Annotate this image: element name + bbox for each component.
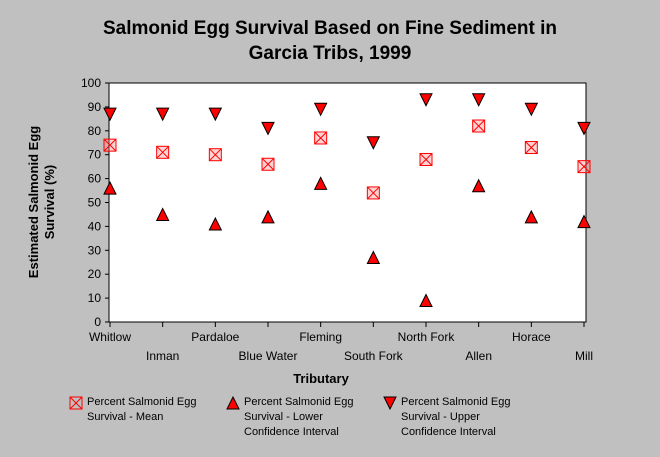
legend-upper-marker [383,396,397,411]
point-lower-ci [419,293,433,307]
point-lower-ci [577,214,591,229]
chart-title-line-1: Salmonid Egg Survival Based on Fine Sedi… [103,18,557,39]
point-mean [103,138,117,152]
point-mean-x [419,153,433,166]
x-tick-label: Inman [146,349,179,363]
chart-title-line-2: Garcia Tribs, 1999 [249,43,412,64]
point-upper-ci [208,107,223,122]
legend-entry-mean: Percent Salmonid Egg Survival - Mean [69,396,196,423]
legend-lower-label-line-2: Survival - Lower [244,411,323,423]
x-tick-label: Allen [465,349,492,363]
point-mean [366,186,380,200]
y-tick-label: 90 [88,100,102,114]
x-tick-label: Mill [575,349,593,363]
y-tick-label: 80 [88,124,102,138]
point-upper-ci [261,121,275,136]
point-lower-ci [261,209,275,224]
point-mean-x [261,157,275,171]
point-lower-ci [524,209,539,224]
point-upper-ci [577,121,591,136]
point-mean-x [156,145,170,159]
point-upper-ci [313,102,328,117]
x-tick-label: Blue Water [239,349,298,363]
point-mean-x [366,186,380,200]
legend-lower-marker [226,395,240,410]
x-tick-label: Pardaloe [191,330,239,344]
point-upper-ci [366,136,381,150]
point-lower-ci [155,207,170,221]
point-mean [577,160,591,174]
legend-upper-label-line-2: Survival - Upper [401,411,480,423]
x-tick-label: South Fork [344,349,404,363]
x-axis-title: Tributary [293,371,349,386]
legend-lower-label-line-3: Confidence Interval [244,426,339,438]
point-mean-x [524,141,538,154]
point-upper-ci [103,107,117,122]
x-tick-label: Horace [512,330,551,344]
plot-area [108,82,587,323]
point-mean-x [472,119,486,133]
legend-upper-label-line-3: Confidence Interval [401,426,496,438]
y-axis-title-line-1: Estimated Salmonid Egg [26,126,41,278]
point-mean [208,148,222,162]
point-lower-ci [103,181,117,195]
point-mean-x [577,160,591,174]
y-tick-label: 0 [94,315,101,329]
y-tick-label: 50 [88,196,102,210]
point-lower-ci [471,178,486,193]
x-tick-label: North Fork [398,330,456,344]
point-upper-ci [524,102,539,117]
point-lower-ci [208,216,223,231]
y-tick-label: 100 [81,76,101,90]
point-mean [419,152,433,166]
x-tick-label: Fleming [299,330,342,344]
point-mean-x [208,148,222,162]
point-lower-ci [313,176,328,190]
legend-mean-marker-x2 [69,396,83,410]
point-mean-x [103,138,117,152]
y-tick-label: 60 [88,172,102,186]
point-mean [524,141,538,155]
y-axis-title-line-2: Survival (%) [42,165,57,239]
point-mean [261,157,275,171]
legend: Percent Salmonid Egg Survival - Mean Per… [69,395,510,438]
point-upper-ci [155,107,170,122]
point-mean [472,119,486,133]
legend-upper-label-line-1: Percent Salmonid Egg [401,396,510,408]
legend-entry-upper: Percent Salmonid Egg Survival - Upper Co… [383,396,510,438]
point-upper-ci [419,93,433,107]
legend-lower-label-line-1: Percent Salmonid Egg [244,396,353,408]
legend-mean-label-line-2: Survival - Mean [87,411,163,423]
y-axis: 0 10 20 30 40 50 60 70 80 90 100 [81,76,109,329]
legend-mean-label-line-1: Percent Salmonid Egg [87,396,196,408]
legend-mean-marker-box [69,396,83,410]
y-tick-label: 30 [88,243,102,257]
point-mean-x [314,131,328,145]
point-mean [156,145,170,159]
point-mean [314,131,328,145]
data-points [103,93,591,307]
legend-entry-lower: Percent Salmonid Egg Survival - Lower Co… [226,395,353,438]
point-upper-ci [471,93,486,107]
point-lower-ci [366,250,381,264]
y-tick-label: 10 [88,291,102,305]
y-tick-label: 20 [88,267,102,281]
y-tick-label: 70 [88,148,102,162]
x-tick-label: Whitlow [89,330,131,344]
y-tick-label: 40 [88,219,102,233]
